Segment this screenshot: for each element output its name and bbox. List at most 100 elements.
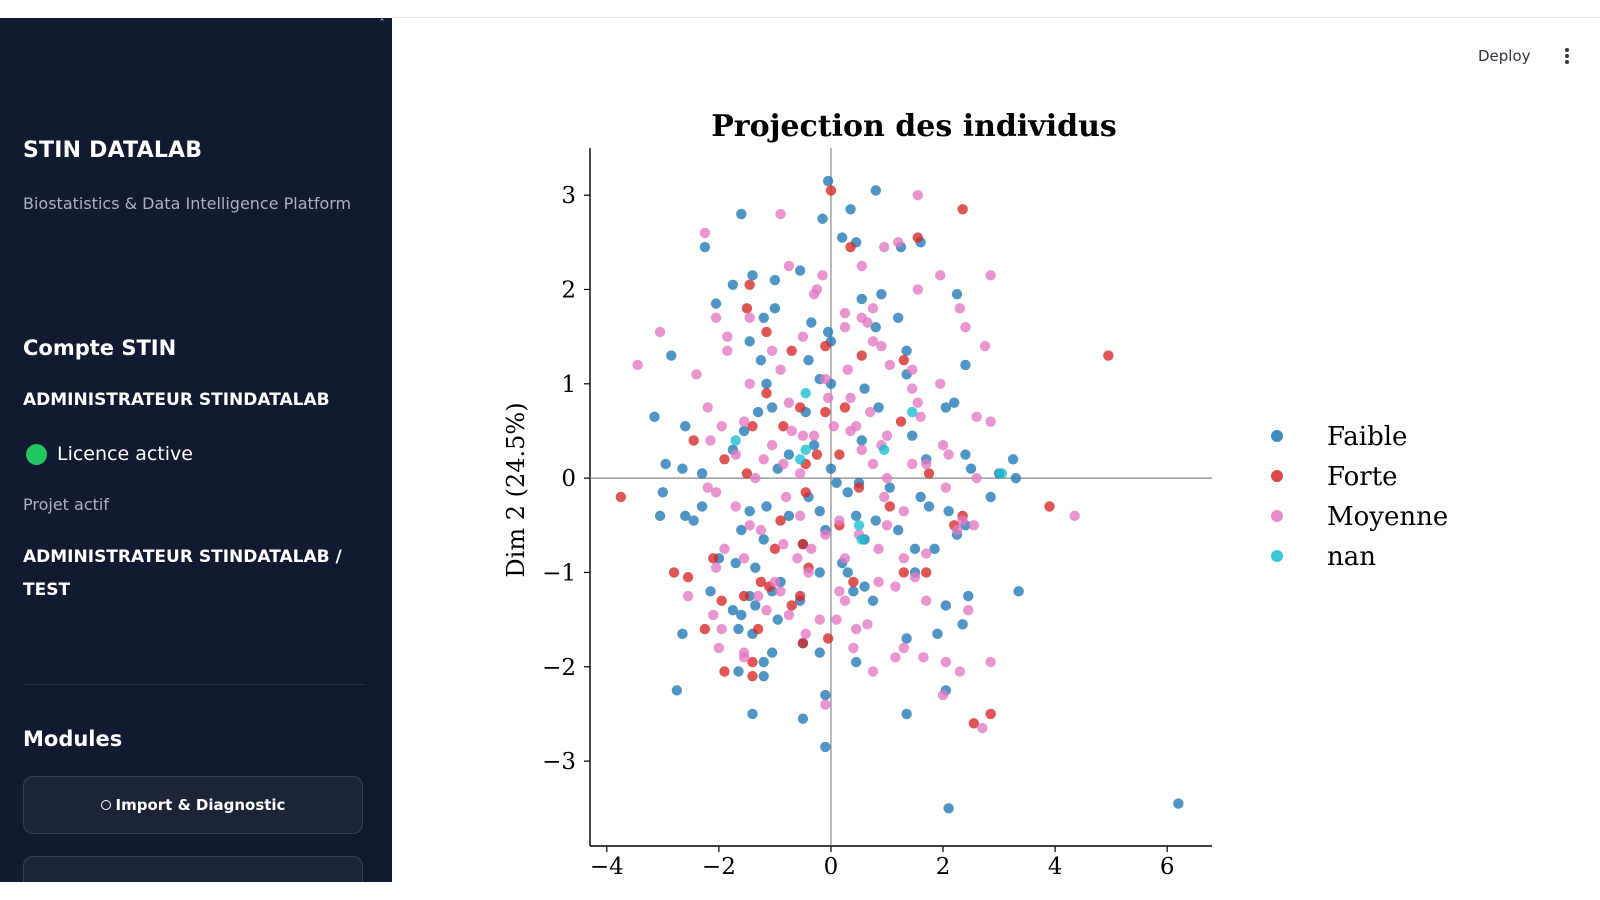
point-moyenne xyxy=(985,656,996,668)
point-forte xyxy=(820,340,831,352)
point-moyenne xyxy=(890,581,901,592)
point-moyenne xyxy=(912,284,924,295)
point-faible xyxy=(867,595,879,606)
point-forte xyxy=(738,590,750,602)
point-forte xyxy=(921,567,932,578)
point-faible xyxy=(733,666,744,677)
chevron-up-icon[interactable]: ˆ xyxy=(379,18,385,30)
legend-label: Moyenne xyxy=(1327,502,1448,532)
point-moyenne xyxy=(848,642,859,654)
point-faible xyxy=(750,600,761,611)
module-import-diagnostic-button[interactable]: Import & Diagnostic xyxy=(23,776,363,834)
point-forte xyxy=(615,491,627,503)
point-faible xyxy=(870,185,881,196)
point-faible xyxy=(710,298,722,309)
point-faible xyxy=(744,336,755,347)
y-tick-label: −1 xyxy=(542,560,576,586)
point-moyenne xyxy=(918,652,929,663)
point-faible xyxy=(806,317,817,328)
point-moyenne xyxy=(864,406,876,418)
deploy-button[interactable]: Deploy xyxy=(1478,47,1531,65)
point-moyenne xyxy=(839,553,851,564)
point-faible xyxy=(845,204,856,215)
point-moyenne xyxy=(817,270,828,281)
point-moyenne xyxy=(935,378,946,390)
point-moyenne xyxy=(876,340,887,352)
point-forte xyxy=(797,638,809,649)
point-faible xyxy=(747,270,758,281)
point-faible xyxy=(901,633,912,644)
licence-status: Licence active xyxy=(26,443,193,465)
point-moyenne xyxy=(710,312,722,323)
point-faible xyxy=(822,175,834,187)
point-forte xyxy=(1103,350,1114,361)
point-nan xyxy=(730,435,741,446)
point-moyenne xyxy=(719,543,730,555)
point-faible xyxy=(876,289,887,300)
modules-heading: Modules xyxy=(23,727,123,751)
point-moyenne xyxy=(783,397,795,408)
module-label: Import & Diagnostic xyxy=(115,796,286,814)
point-moyenne xyxy=(881,472,893,484)
point-forte xyxy=(682,571,694,583)
point-moyenne xyxy=(775,208,786,220)
point-moyenne xyxy=(699,227,711,239)
point-moyenne xyxy=(682,590,694,602)
point-forte xyxy=(825,185,837,196)
point-forte xyxy=(752,623,764,635)
point-faible xyxy=(677,463,688,474)
licence-label: Licence active xyxy=(57,443,193,465)
sidebar: ˆ STIN DATALAB Biostatistics & Data Inte… xyxy=(0,18,392,882)
axes: −3 −2 −1 0 1 2 3 −4 −2 0 2 4 6 xyxy=(542,148,1212,880)
point-moyenne xyxy=(744,312,755,323)
point-faible xyxy=(873,402,884,413)
point-moyenne xyxy=(761,604,772,616)
point-faible xyxy=(901,345,912,356)
point-moyenne xyxy=(968,520,980,531)
point-moyenne xyxy=(957,515,968,526)
point-faible xyxy=(831,477,842,489)
point-faible xyxy=(951,289,963,300)
legend-marker xyxy=(1271,430,1283,442)
point-moyenne xyxy=(892,237,904,248)
point-forte xyxy=(794,402,806,413)
point-faible xyxy=(960,449,971,460)
point-moyenne xyxy=(884,359,895,371)
point-forte xyxy=(845,241,856,253)
point-moyenne xyxy=(881,520,893,531)
point-moyenne xyxy=(915,411,926,423)
point-moyenne xyxy=(820,373,831,385)
point-forte xyxy=(761,388,772,399)
point-moyenne xyxy=(954,666,966,677)
more-vertical-icon[interactable] xyxy=(1562,46,1572,68)
module-next-button[interactable] xyxy=(23,856,363,882)
point-faible xyxy=(654,510,666,522)
sidebar-divider xyxy=(23,684,364,685)
point-moyenne xyxy=(783,609,795,621)
legend: Faible Forte Moyenne nan xyxy=(1271,422,1448,572)
point-faible xyxy=(943,803,954,814)
point-faible xyxy=(907,430,918,441)
point-faible xyxy=(892,524,904,536)
point-nan xyxy=(794,454,806,465)
point-faible xyxy=(1173,798,1184,809)
point-moyenne xyxy=(856,444,867,456)
point-faible xyxy=(680,421,691,432)
legend-marker xyxy=(1271,470,1283,482)
point-forte xyxy=(1044,501,1055,512)
point-moyenne xyxy=(778,458,789,470)
project-label: Projet actif xyxy=(23,495,109,514)
x-tick-label: 0 xyxy=(824,854,839,880)
point-faible xyxy=(842,487,853,498)
point-moyenne xyxy=(834,515,845,526)
point-forte xyxy=(856,350,867,361)
point-faible xyxy=(940,600,952,611)
point-forte xyxy=(761,326,772,338)
point-moyenne xyxy=(963,604,974,616)
point-moyenne xyxy=(940,482,952,493)
point-forte xyxy=(719,454,730,465)
point-moyenne xyxy=(862,619,873,630)
point-faible xyxy=(820,689,831,701)
point-faible xyxy=(1007,454,1019,465)
point-forte xyxy=(778,421,789,432)
